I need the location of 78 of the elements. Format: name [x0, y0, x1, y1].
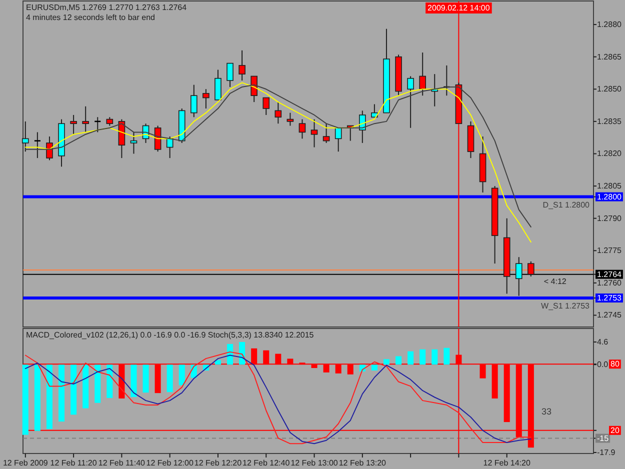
bar [214, 360, 221, 365]
ref-line-label: D_S1 1.2800 [542, 200, 590, 210]
candlestick [322, 123, 330, 144]
x-tick-label: 12 Feb 12:20 [194, 458, 242, 468]
bar [34, 364, 40, 431]
y-tick-label: 4.6 [597, 338, 609, 346]
ref-line-label: 2009.02.12 14:00 [428, 4, 490, 12]
annotation: < 4:12 [544, 276, 567, 286]
candlestick [226, 62, 234, 88]
chart-title: EURUSDm,M5 1.2769 1.2770 1.2763 1.2764 [26, 3, 188, 12]
candlestick [250, 76, 258, 103]
candlestick [22, 120, 29, 152]
candlestick [130, 132, 138, 154]
x-tick-label: 12 Feb 13:20 [338, 458, 387, 468]
y-tick-label: 1.2835 [597, 116, 622, 126]
bar [178, 364, 185, 386]
candlestick [82, 106, 89, 133]
y-tick-label: 1.2760 [597, 278, 622, 288]
bar [371, 364, 378, 370]
y-tick-label: 0.0 [597, 360, 609, 370]
y-tick-label: 1.2865 [597, 52, 622, 62]
candlestick [310, 118, 318, 148]
candlestick [202, 88, 210, 110]
x-tick-label: 12 Feb 13:00 [290, 458, 338, 468]
y-tick-label: -15 [597, 434, 610, 443]
candlestick [515, 256, 522, 296]
candlestick [286, 112, 294, 126]
bar [408, 351, 414, 365]
y2-tick-label: 80 [610, 360, 620, 369]
candlestick [238, 50, 246, 82]
candlestick [46, 136, 53, 161]
x-tick-label: 12 Feb 2009 [2, 458, 48, 468]
bar [130, 364, 137, 398]
y-tick-label: -17.9 [597, 448, 616, 457]
bar [22, 364, 28, 435]
candlestick [214, 69, 222, 100]
candlestick [419, 52, 426, 96]
y-tick-label: 1.2805 [597, 182, 622, 191]
y-tick-label: 1.2775 [597, 246, 622, 256]
y-tick-label: 1.2790 [597, 214, 622, 223]
y-tick-label: 1.2880 [597, 20, 622, 30]
x-tick-label: 12 Feb 11:40 [98, 458, 146, 468]
y2-tick-label: 20 [610, 426, 620, 435]
bar [432, 349, 438, 365]
bar [82, 364, 89, 408]
y-tick-label: 1.2764 [597, 270, 622, 279]
x-tick-label: 12 Feb 14:20 [483, 458, 531, 468]
bar [46, 364, 52, 429]
bar [106, 364, 113, 398]
candlestick [190, 84, 198, 118]
x-tick-label: 12 Feb 11:20 [50, 458, 98, 468]
y-tick-label: 1.2820 [597, 149, 622, 158]
bar [58, 364, 65, 422]
bar [142, 364, 149, 393]
candlestick [274, 102, 282, 124]
x-tick-label: 12 Feb 12:00 [146, 458, 194, 468]
bar [383, 359, 390, 365]
text: 4 minutes 12 seconds left to bar end [26, 13, 155, 22]
bar [166, 364, 173, 392]
chart-title: MACD_Colored_v102 (12,26,1) 0.0 -16.9 0.0 -16.9 Stoch(5,3,3) 13.8340 12.2015 [26, 330, 314, 340]
bar [94, 364, 101, 403]
annotation: 33 [542, 406, 552, 417]
bar [396, 356, 402, 365]
bar [444, 348, 450, 365]
x-tick-label: 12 Feb 12:40 [242, 458, 290, 468]
candlestick [34, 132, 42, 159]
bar [70, 364, 77, 415]
candlestick [70, 114, 77, 135]
y-tick-label: 1.2745 [597, 310, 622, 320]
y-tick-label: 1.2800 [597, 192, 622, 202]
y-tick-label: 1.2753 [597, 294, 622, 303]
candlestick [298, 118, 306, 140]
candlestick [528, 260, 534, 277]
bar [420, 349, 426, 365]
candlestick [262, 97, 270, 116]
ref-line-label: W_S1 1.2753 [541, 302, 590, 311]
candlestick [407, 76, 414, 128]
y-tick-label: 1.2850 [597, 84, 622, 94]
